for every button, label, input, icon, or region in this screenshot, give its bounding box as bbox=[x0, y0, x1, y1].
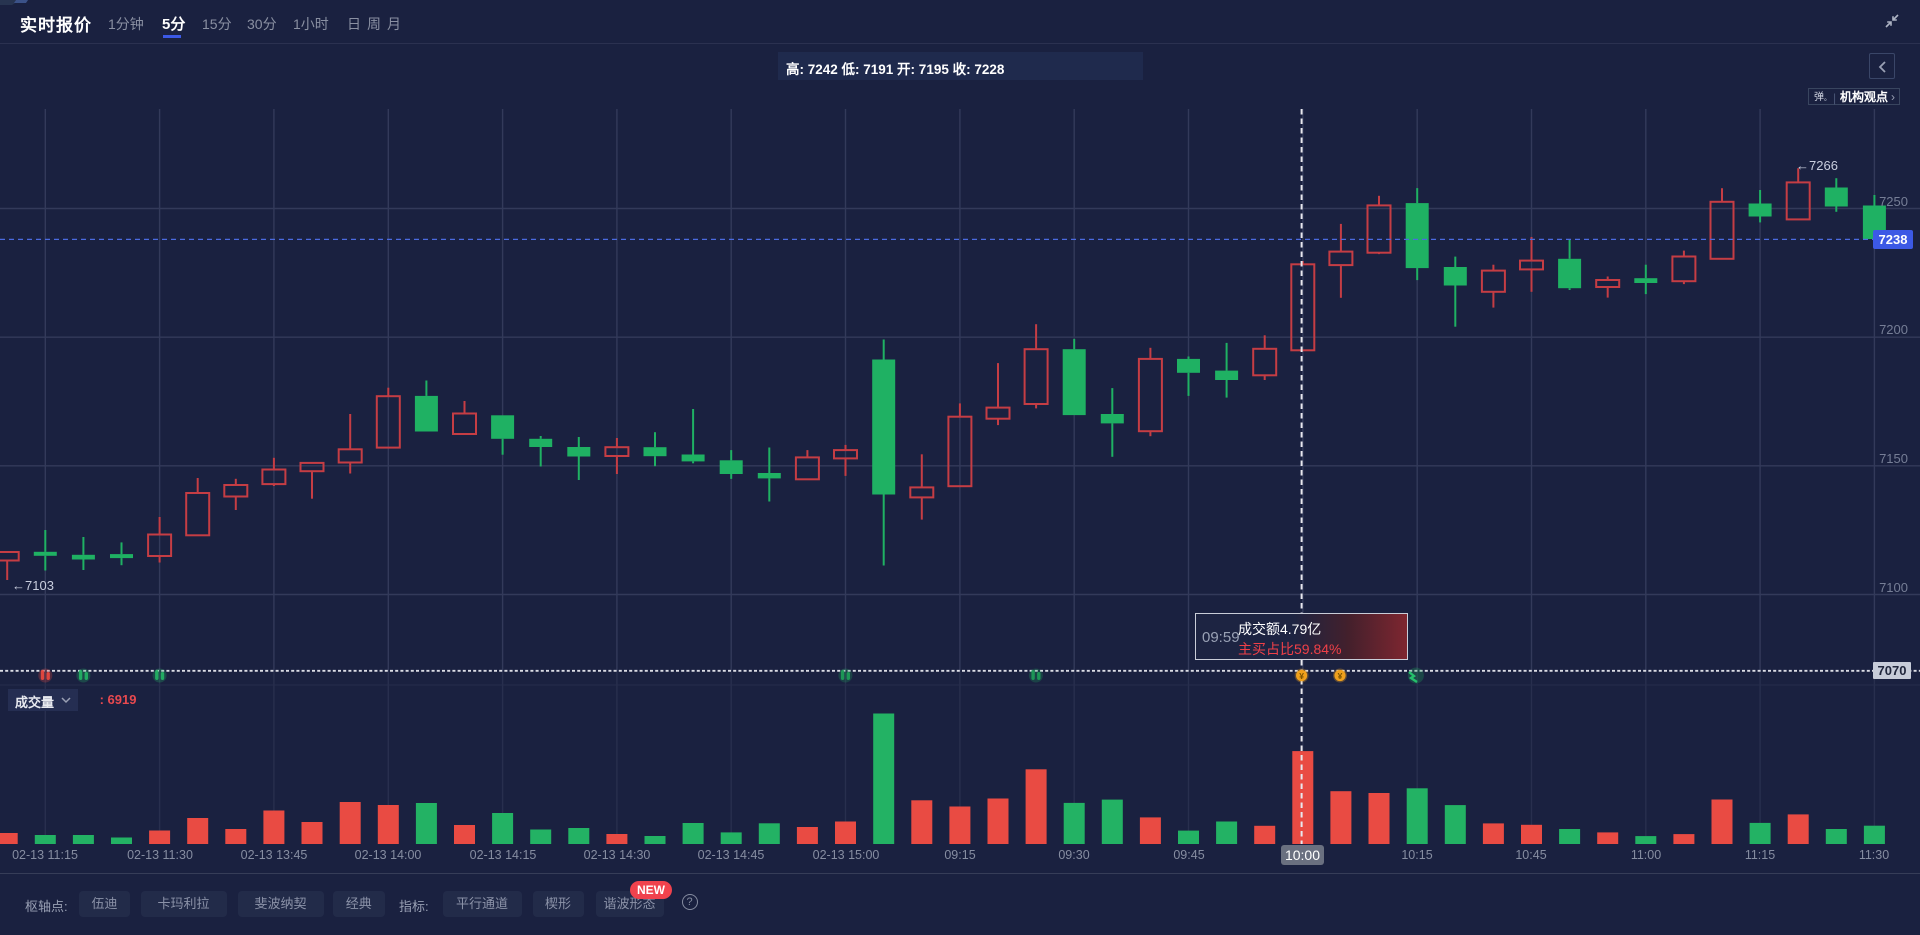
svg-text:¥: ¥ bbox=[1299, 671, 1304, 681]
svg-text:¥: ¥ bbox=[1338, 671, 1343, 681]
